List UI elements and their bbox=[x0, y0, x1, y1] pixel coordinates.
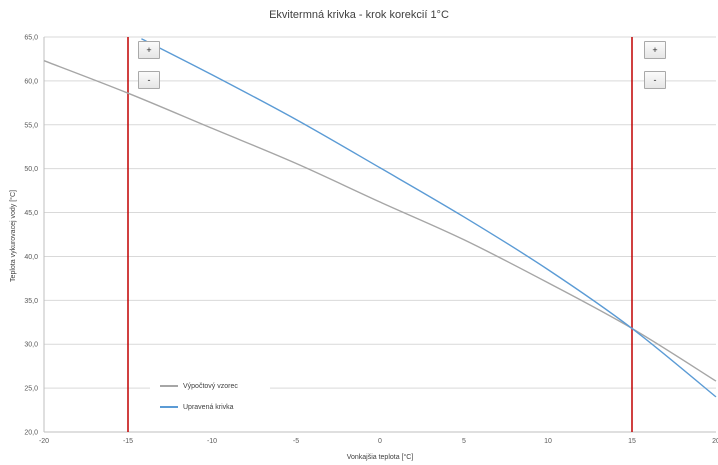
legend-item-calculated: Výpočtový vzorec bbox=[160, 380, 238, 392]
right-increase-button[interactable]: + bbox=[644, 41, 666, 59]
grid-lines bbox=[43, 36, 716, 433]
chart-title: Ekvitermná krivka - krok korekcií 1°C bbox=[269, 9, 449, 21]
left-increase-button[interactable]: + bbox=[138, 41, 160, 59]
right-decrease-button[interactable]: - bbox=[644, 71, 666, 89]
series-lines bbox=[43, 38, 717, 398]
y-tick-label: 55,0 bbox=[24, 122, 38, 129]
x-tick-label: -10 bbox=[207, 438, 217, 445]
legend-item-adjusted: Upravená krivka bbox=[160, 401, 234, 413]
vertical-markers bbox=[127, 37, 633, 432]
legend-swatch-adjusted bbox=[160, 406, 178, 408]
x-tick-label: -5 bbox=[293, 438, 299, 445]
legend-label-calculated: Výpočtový vzorec bbox=[183, 382, 238, 390]
y-axis-label: Teplota vykurovacej vody [°C] bbox=[9, 190, 17, 282]
x-tick-label: -20 bbox=[39, 438, 49, 445]
y-tick-label: 30,0 bbox=[24, 342, 38, 349]
x-tick-label: 5 bbox=[462, 438, 466, 445]
y-tick-label: 60,0 bbox=[24, 78, 38, 85]
legend-swatch-calculated bbox=[160, 385, 178, 387]
y-tick-label: 25,0 bbox=[24, 386, 38, 393]
x-tick-label: 20 bbox=[712, 438, 718, 445]
y-tick-label: 20,0 bbox=[24, 430, 38, 437]
series-line-adjusted bbox=[141, 38, 717, 398]
y-tick-label: 35,0 bbox=[24, 298, 38, 305]
y-tick-label: 50,0 bbox=[24, 166, 38, 173]
y-tick-label: 40,0 bbox=[24, 254, 38, 261]
y-tick-label: 65,0 bbox=[24, 35, 38, 42]
chart-legend: Výpočtový vzorec Upravená krivka bbox=[150, 374, 270, 422]
tick-labels: 20,0 25,0 30,0 35,0 40,0 45,0 50,0 55,0 60,0 65,0… bbox=[24, 35, 718, 446]
x-tick-label: 0 bbox=[378, 438, 382, 445]
x-tick-label: 15 bbox=[628, 438, 636, 445]
left-decrease-button[interactable]: - bbox=[138, 71, 160, 89]
legend-label-adjusted: Upravená krivka bbox=[183, 403, 234, 411]
x-tick-label: -15 bbox=[123, 438, 133, 445]
y-tick-label: 45,0 bbox=[24, 210, 38, 217]
x-axis-label: Vonkajšia teplota [°C] bbox=[347, 453, 414, 461]
x-tick-label: 10 bbox=[544, 438, 552, 445]
series-line-calculated bbox=[43, 60, 717, 382]
